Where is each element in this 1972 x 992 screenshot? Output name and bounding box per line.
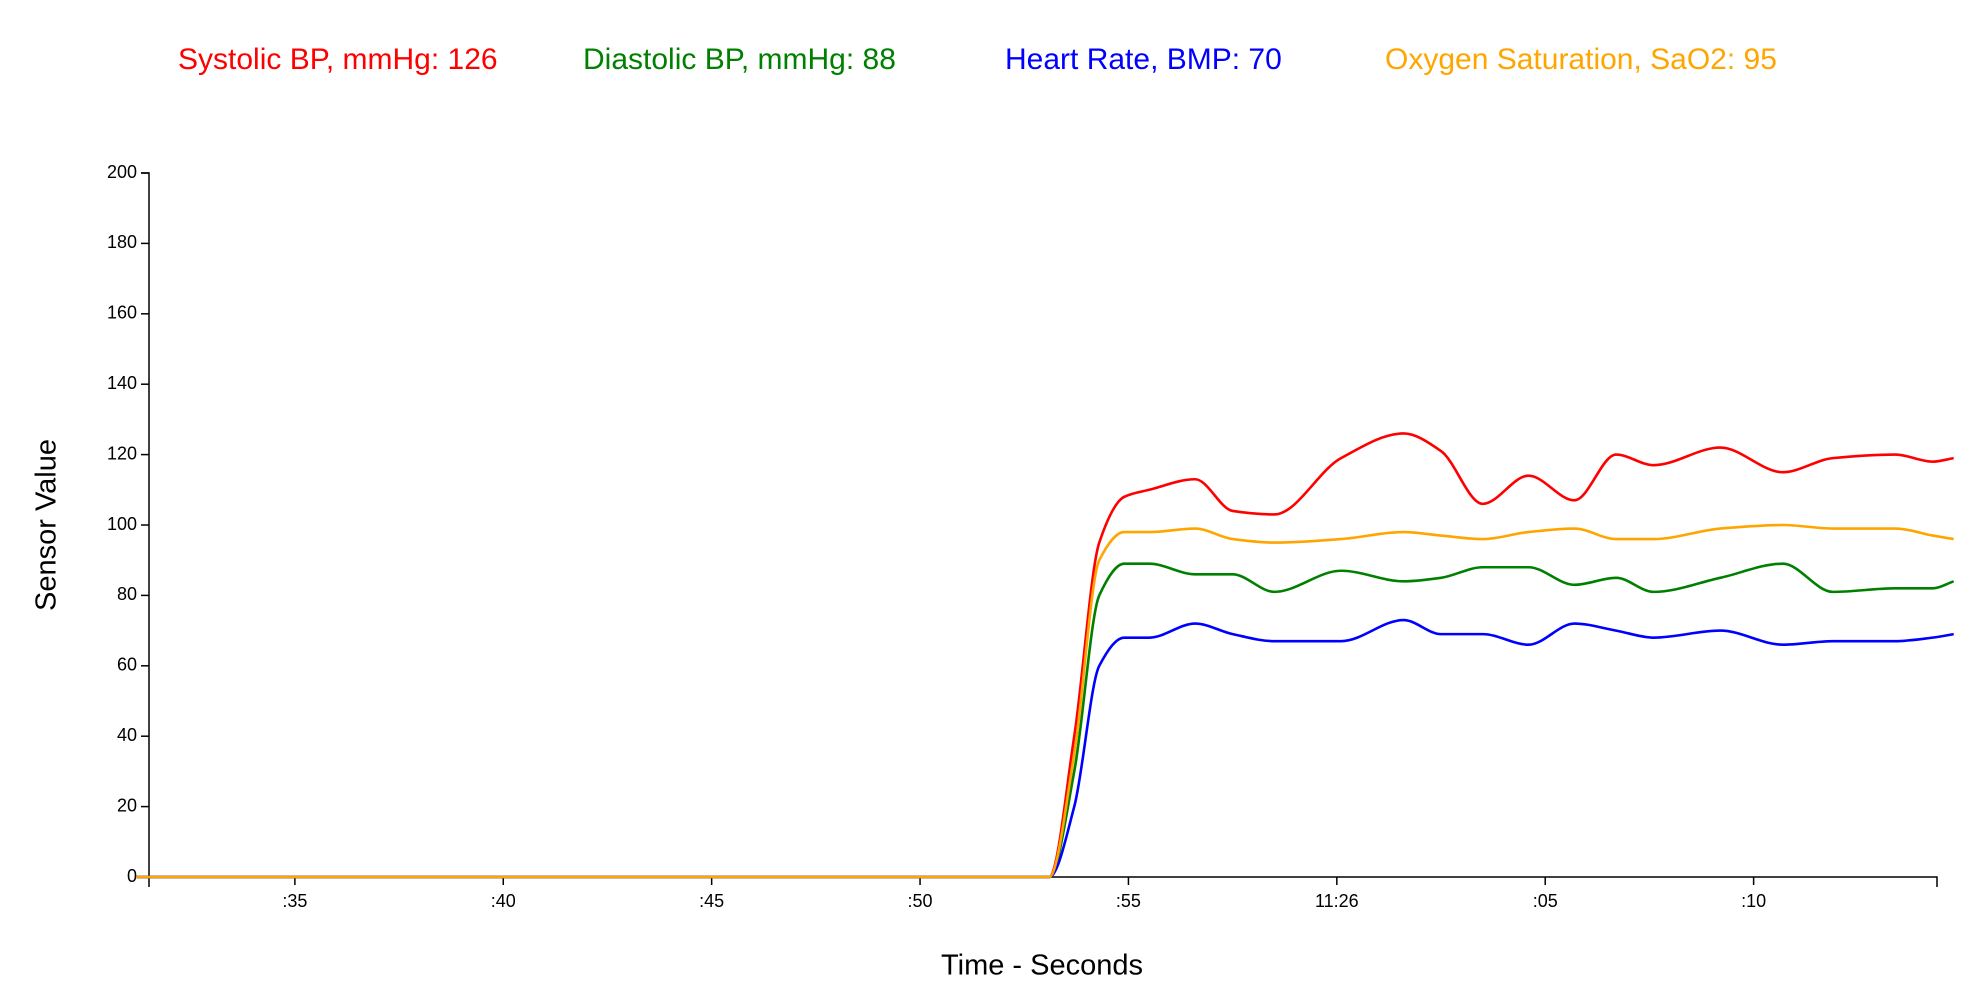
data-line xyxy=(136,523,1954,879)
x-tick-label: :40 xyxy=(491,891,516,911)
x-tick-label: :35 xyxy=(282,891,307,911)
y-tick-label: 160 xyxy=(107,303,137,323)
data-line xyxy=(136,618,1954,879)
y-tick-label: 40 xyxy=(117,725,137,745)
data-line xyxy=(136,562,1955,879)
y-tick-label: 100 xyxy=(107,514,137,534)
y-tick-label: 20 xyxy=(117,795,137,815)
y-tick-label: 140 xyxy=(107,373,137,393)
x-tick-label: 11:26 xyxy=(1315,891,1359,911)
legend-entry: Systolic BP, mmHg: 126 xyxy=(178,43,498,76)
legend-entry: Diastolic BP, mmHg: 88 xyxy=(583,43,896,76)
data-line xyxy=(136,432,1954,879)
y-tick-label: 60 xyxy=(117,655,137,675)
x-tick-label: :45 xyxy=(699,891,724,911)
y-tick-label: 120 xyxy=(107,443,137,463)
x-tick-label: :05 xyxy=(1533,891,1558,911)
x-axis-title: Time - Seconds xyxy=(941,950,1143,982)
y-tick-label: 0 xyxy=(127,866,137,886)
y-tick-label: 200 xyxy=(107,162,137,182)
y-axis-title: Sensor Value xyxy=(31,439,63,611)
x-axis xyxy=(148,876,1938,887)
y-tick-label: 180 xyxy=(107,232,137,252)
x-tick-label: :55 xyxy=(1116,891,1141,911)
legend-entry: Oxygen Saturation, SaO2: 95 xyxy=(1385,43,1777,76)
y-tick-label: 80 xyxy=(117,584,137,604)
legend-entry: Heart Rate, BMP: 70 xyxy=(1005,43,1282,76)
x-tick-label: :10 xyxy=(1741,891,1766,911)
x-tick-label: :50 xyxy=(908,891,933,911)
